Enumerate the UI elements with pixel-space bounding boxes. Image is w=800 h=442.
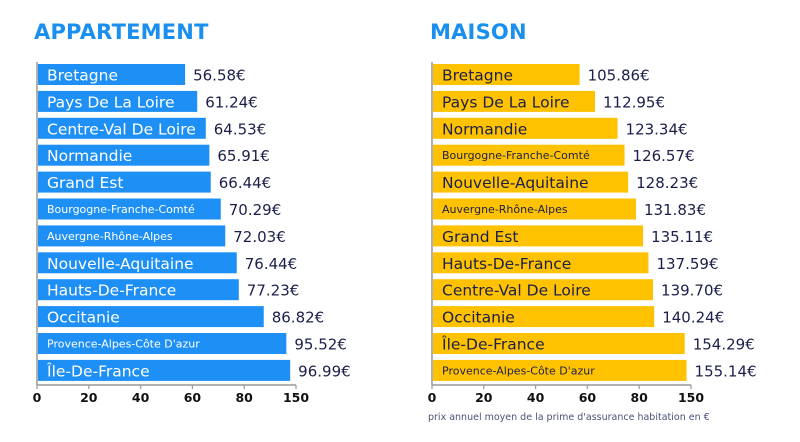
- bar-label: Hauts-De-France: [47, 282, 176, 300]
- bar: [38, 198, 221, 220]
- x-tick-label: 80: [235, 390, 253, 405]
- bar: [433, 117, 618, 139]
- bar-label: Occitanie: [47, 309, 120, 327]
- x-tick-label: 0: [33, 390, 42, 405]
- value-label: 112.95€: [603, 93, 665, 111]
- bar-label: Hauts-De-France: [442, 255, 571, 273]
- value-label: 105.86€: [588, 67, 650, 85]
- value-label: 72.03€: [233, 228, 286, 246]
- bar-label: Pays De La Loire: [47, 93, 175, 111]
- bar-label: Normandie: [47, 147, 132, 165]
- bar-label: Nouvelle-Aquitaine: [47, 255, 194, 273]
- bar-label: Bretagne: [47, 67, 118, 85]
- value-label: 135.11€: [651, 228, 713, 246]
- bar-label: Île-De-France: [46, 361, 150, 380]
- value-label: 66.44€: [219, 174, 272, 192]
- bar: [433, 90, 595, 112]
- bar-label: Auvergne-Rhône-Alpes: [442, 203, 568, 216]
- bar-label: Île-De-France: [441, 335, 545, 354]
- bar-label: Provence-Alpes-Côte D'azur: [47, 338, 200, 351]
- bar-label: Bourgogne-Franche-Comté: [47, 203, 195, 216]
- bar: [38, 64, 186, 85]
- bar: [38, 171, 211, 193]
- bar-label: Centre-Val De Loire: [442, 282, 591, 300]
- bar: [433, 252, 649, 274]
- value-label: 76.44€: [245, 255, 298, 273]
- bar: [38, 225, 226, 247]
- bar: [433, 225, 644, 247]
- x-tick-label: 80: [630, 390, 648, 405]
- chart-title-maison: MAISON: [430, 20, 527, 44]
- value-label: 64.53€: [214, 120, 267, 138]
- bar: [433, 306, 655, 328]
- value-label: 65.91€: [217, 147, 270, 165]
- bar-label: Pays De La Loire: [442, 93, 570, 111]
- value-label: 154.29€: [693, 336, 755, 354]
- value-label: 155.14€: [695, 362, 757, 380]
- x-tick-label: 150: [678, 390, 704, 405]
- bar: [38, 359, 291, 381]
- x-tick-label: 60: [184, 390, 202, 405]
- x-tick-label: 20: [80, 390, 98, 405]
- bar-label: Bourgogne-Franche-Comté: [442, 149, 590, 162]
- value-label: 96.99€: [298, 362, 351, 380]
- bar-label: Provence-Alpes-Côte D'azur: [442, 364, 595, 377]
- bar-label: Centre-Val De Loire: [47, 120, 196, 138]
- bar: [38, 90, 198, 112]
- x-tick-label: 40: [132, 390, 150, 405]
- value-label: 128.23€: [636, 174, 698, 192]
- x-tick-label: 40: [527, 390, 545, 405]
- bar: [38, 333, 287, 354]
- value-label: 61.24€: [205, 93, 258, 111]
- bar: [38, 144, 210, 166]
- value-label: 140.24€: [662, 309, 724, 327]
- bar: [433, 198, 636, 220]
- bar: [38, 306, 264, 328]
- value-label: 139.70€: [661, 282, 723, 300]
- bar: [433, 279, 654, 301]
- footnote: prix annuel moyen de la prime d'assuranc…: [428, 412, 710, 423]
- bar: [433, 64, 580, 85]
- bar: [433, 144, 625, 166]
- bar-label: Bretagne: [442, 67, 513, 85]
- value-label: 137.59€: [656, 255, 718, 273]
- bar: [433, 333, 685, 354]
- value-label: 70.29€: [229, 201, 282, 219]
- x-tick-label: 60: [579, 390, 597, 405]
- bar-label: Normandie: [442, 120, 527, 138]
- value-label: 126.57€: [633, 147, 695, 165]
- bar-label: Grand Est: [47, 174, 123, 192]
- value-label: 56.58€: [193, 67, 246, 85]
- bar: [433, 359, 687, 381]
- bar: [38, 117, 206, 139]
- value-label: 131.83€: [644, 201, 706, 219]
- chart-title-appartement: APPARTEMENT: [34, 20, 209, 44]
- value-label: 77.23€: [247, 282, 300, 300]
- x-tick-label: 150: [283, 390, 309, 405]
- bar-label: Occitanie: [442, 309, 515, 327]
- value-label: 95.52€: [294, 336, 347, 354]
- bar-label: Nouvelle-Aquitaine: [442, 174, 589, 192]
- x-tick-label: 0: [428, 390, 437, 405]
- bar: [433, 171, 629, 193]
- x-tick-label: 20: [475, 390, 493, 405]
- bar: [38, 252, 237, 274]
- value-label: 123.34€: [626, 120, 688, 138]
- bar: [38, 279, 239, 301]
- value-label: 86.82€: [272, 309, 325, 327]
- bar-label: Grand Est: [442, 228, 518, 246]
- bar-label: Auvergne-Rhône-Alpes: [47, 230, 173, 243]
